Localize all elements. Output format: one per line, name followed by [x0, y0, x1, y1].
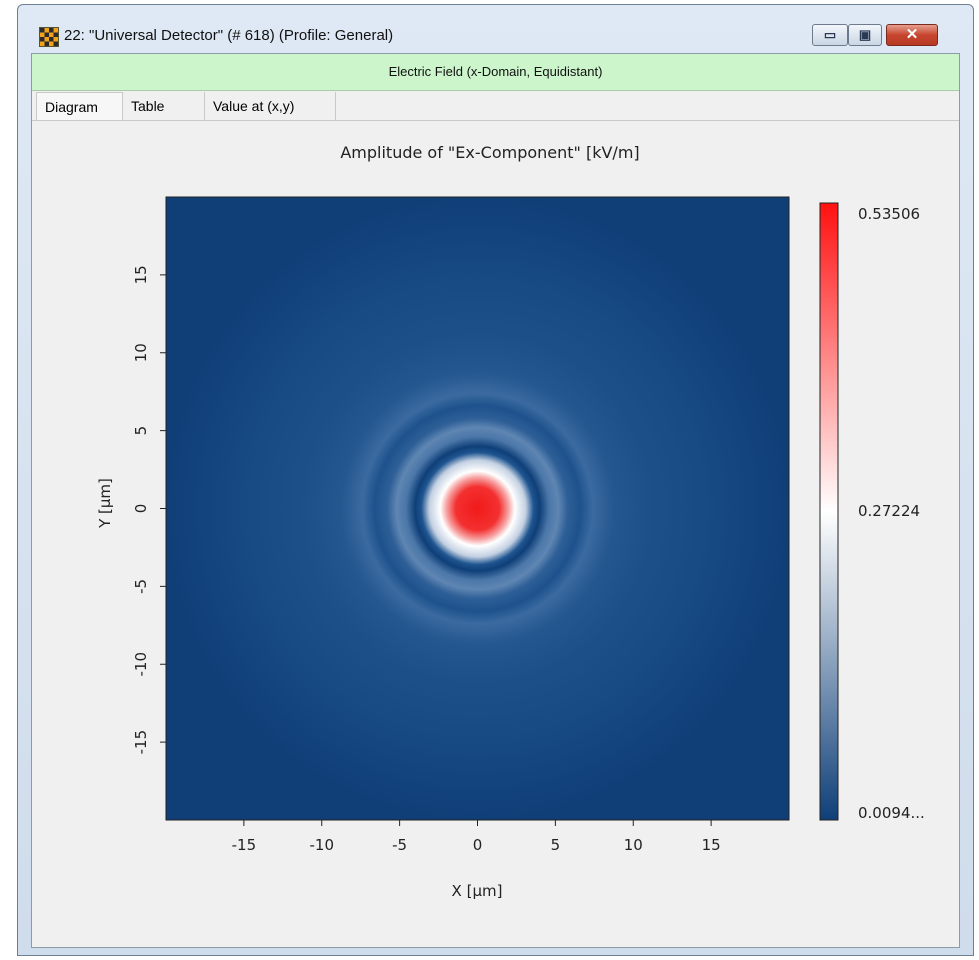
y-axis-ticks: 15 10 5 0 -5 -10 -15 [132, 265, 166, 754]
y-tick-label: -5 [132, 579, 150, 594]
y-tick-label: -15 [132, 730, 150, 755]
x-tick-label: -10 [310, 836, 335, 854]
heatmap-chart[interactable]: Amplitude of "Ex-Component" [kV/m] -15 -1… [32, 121, 959, 947]
colorbar-mid-label: 0.27224 [858, 502, 920, 520]
section-header: Electric Field (x-Domain, Equidistant) [32, 54, 959, 91]
y-axis-label: Y [µm] [96, 478, 114, 529]
x-tick-label: -5 [392, 836, 407, 854]
window-title: 22: "Universal Detector" (# 618) (Profil… [64, 27, 394, 44]
x-tick-label: 5 [551, 836, 561, 854]
heatmap-field [166, 197, 789, 820]
close-button[interactable]: ✕ [886, 24, 938, 46]
x-tick-label: 0 [473, 836, 483, 854]
client-area: Electric Field (x-Domain, Equidistant) D… [31, 53, 960, 948]
diagram-panel: Amplitude of "Ex-Component" [kV/m] -15 -1… [32, 120, 959, 948]
tab-diagram[interactable]: Diagram [36, 92, 123, 120]
app-icon [39, 27, 59, 47]
restore-icon: ▣ [858, 27, 872, 42]
y-tick-label: 10 [132, 343, 150, 362]
colorbar-max-label: 0.53506 [858, 205, 920, 223]
y-tick-label: 15 [132, 265, 150, 284]
minimize-button[interactable]: ▭ [812, 24, 848, 46]
y-tick-label: 0 [132, 504, 150, 514]
y-tick-label: 5 [132, 426, 150, 436]
detector-window: 22: "Universal Detector" (# 618) (Profil… [17, 4, 974, 956]
colorbar [819, 202, 839, 821]
colorbar-min-label: 0.0094... [858, 804, 925, 822]
x-tick-label: -15 [232, 836, 257, 854]
minimize-icon: ▭ [823, 27, 837, 42]
close-icon: ✕ [905, 26, 919, 43]
title-bar[interactable]: 22: "Universal Detector" (# 618) (Profil… [18, 5, 973, 51]
tab-table[interactable]: Table [123, 92, 205, 120]
x-tick-label: 15 [702, 836, 721, 854]
chart-title: Amplitude of "Ex-Component" [kV/m] [340, 143, 639, 162]
x-axis-label: X [µm] [452, 882, 503, 900]
restore-button[interactable]: ▣ [848, 24, 882, 46]
tab-value-at-xy[interactable]: Value at (x,y) [205, 92, 336, 120]
x-tick-label: 10 [624, 836, 643, 854]
x-axis-ticks: -15 -10 -5 0 5 10 15 [232, 820, 721, 854]
y-tick-label: -10 [132, 652, 150, 677]
